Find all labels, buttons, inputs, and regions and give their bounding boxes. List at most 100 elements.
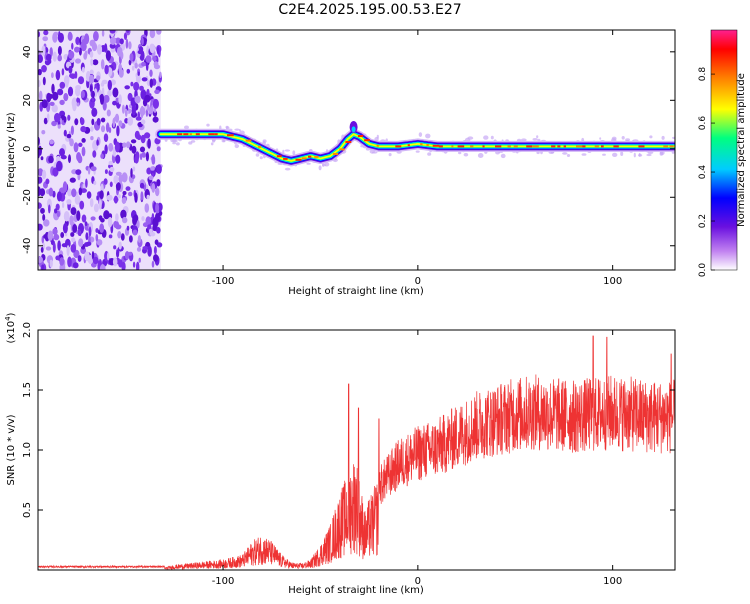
noise-blob	[43, 234, 47, 239]
noise-blob	[115, 171, 122, 176]
noise-blob	[74, 46, 80, 53]
noise-blob	[38, 145, 42, 156]
spectrogram-x-tick-label: -100	[212, 276, 235, 287]
noise-blob	[69, 215, 74, 226]
noise-blob	[96, 44, 103, 55]
ridge-halo	[520, 138, 527, 142]
colorbar-tick-label: 0.2	[698, 214, 708, 228]
noise-blob	[38, 31, 41, 38]
noise-blob	[45, 53, 52, 62]
noise-blob	[142, 246, 149, 250]
noise-blob	[136, 247, 142, 252]
noise-blob	[128, 59, 132, 66]
ridge-halo	[322, 164, 327, 167]
noise-blob	[108, 160, 113, 166]
noise-blob	[141, 37, 144, 46]
ridge-halo	[284, 167, 291, 171]
noise-blob	[155, 202, 160, 214]
noise-blob	[125, 186, 131, 191]
noise-blob	[109, 181, 113, 188]
spectrogram-x-label: Height of straight line (km)	[288, 286, 424, 297]
ridge-halo	[306, 162, 311, 165]
noise-blob	[66, 245, 70, 257]
noise-blob	[125, 38, 129, 49]
noise-blob	[105, 50, 111, 61]
noise-blob	[142, 222, 149, 228]
noise-blob	[113, 175, 119, 184]
noise-blob	[51, 83, 55, 94]
spectrogram-y-tick-label: -20	[22, 189, 33, 205]
noise-blob	[136, 134, 142, 141]
noise-blob	[120, 209, 127, 219]
noise-blob	[42, 76, 46, 86]
noise-blob	[46, 198, 52, 209]
noise-blob	[124, 85, 130, 90]
noise-blob	[98, 199, 102, 210]
noise-blob	[80, 188, 88, 193]
noise-blob	[156, 179, 161, 187]
noise-blob	[152, 217, 159, 228]
noise-blob	[59, 257, 65, 266]
noise-blob	[152, 156, 156, 165]
noise-blob	[96, 239, 103, 246]
noise-blob	[118, 94, 122, 105]
noise-blob	[100, 153, 104, 159]
ridge-halo	[388, 153, 392, 157]
noise-blob	[54, 208, 58, 214]
noise-blob	[81, 138, 86, 143]
noise-blob	[118, 69, 124, 78]
snr-multiplier-exponent: 4	[4, 316, 12, 321]
noise-blob	[129, 53, 134, 62]
noise-blob	[132, 261, 136, 268]
noise-blob	[155, 187, 160, 197]
noise-blob	[121, 104, 125, 114]
noise-blob	[49, 259, 53, 268]
noise-blob	[108, 142, 114, 152]
noise-blob	[41, 130, 46, 135]
noise-blob	[41, 45, 46, 56]
noise-blob	[89, 74, 95, 84]
noise-blob	[130, 81, 134, 87]
noise-blob	[60, 232, 65, 238]
noise-blob	[118, 120, 123, 127]
ridge-halo	[415, 150, 420, 153]
noise-blob	[69, 138, 74, 147]
noise-blob	[93, 180, 97, 186]
noise-blob	[38, 202, 42, 209]
noise-blob	[77, 255, 82, 262]
ridge-halo	[490, 135, 494, 140]
noise-blob	[68, 65, 73, 74]
noise-blob	[92, 59, 99, 66]
noise-blob	[51, 72, 54, 79]
noise-blob	[135, 151, 140, 161]
noise-blob	[62, 181, 68, 193]
noise-blob	[48, 187, 54, 197]
noise-blob	[47, 230, 54, 241]
noise-blob	[57, 240, 61, 251]
noise-blob	[153, 254, 159, 262]
noise-blob	[84, 33, 90, 45]
ridge-halo	[661, 135, 665, 140]
noise-blob	[67, 86, 74, 97]
spectrogram-frame	[37, 29, 676, 271]
noise-blob	[149, 78, 153, 88]
noise-blob	[134, 95, 141, 104]
noise-blob	[96, 195, 99, 201]
noise-blob	[38, 168, 44, 177]
noise-blob	[40, 156, 44, 161]
noise-blob	[109, 166, 115, 172]
noise-blob	[75, 58, 81, 64]
noise-blob	[51, 104, 58, 113]
noise-blob	[118, 259, 123, 268]
noise-blob	[87, 167, 91, 175]
ridge-halo	[170, 138, 177, 143]
noise-blob	[81, 66, 85, 73]
noise-blob	[89, 198, 94, 208]
noise-blob	[146, 194, 150, 200]
noise-blob	[149, 30, 156, 39]
noise-blob	[138, 46, 144, 53]
noise-blob	[118, 194, 121, 199]
noise-blob	[129, 235, 133, 243]
spectrogram-y-tick-label: -40	[22, 238, 33, 254]
